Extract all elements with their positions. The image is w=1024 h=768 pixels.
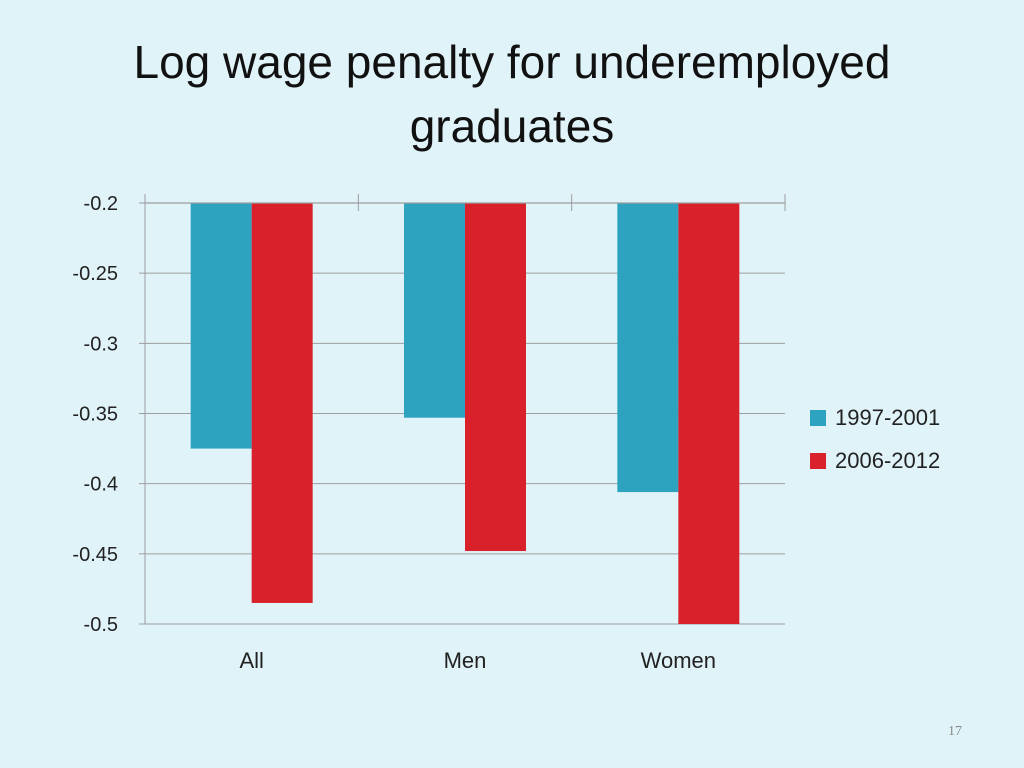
bar [404, 203, 465, 418]
x-tick-label: All [239, 648, 263, 673]
x-tick-label: Men [444, 648, 487, 673]
y-tick-label: -0.2 [84, 193, 118, 215]
legend-item-1997-2001: 1997-2001 [810, 396, 940, 439]
bar [465, 203, 526, 552]
slide-title-line-2: graduates [409, 100, 615, 152]
y-tick-label: -0.25 [72, 263, 118, 285]
y-tick-label: -0.5 [84, 614, 118, 636]
y-tick-label: -0.45 [72, 544, 118, 566]
slide-title: Log wage penalty for underemployed gradu… [0, 30, 1024, 158]
y-tick-label: -0.35 [72, 404, 118, 426]
legend-item-2006-2012: 2006-2012 [810, 439, 940, 482]
x-tick-label: Women [641, 648, 716, 673]
bar [617, 203, 679, 493]
legend-swatch-2006-2012 [810, 452, 826, 469]
bar [678, 203, 740, 624]
axes [144, 194, 786, 624]
legend-swatch-1997-2001 [810, 409, 826, 426]
bar [251, 203, 313, 603]
bars [190, 203, 740, 624]
page-number: 17 [948, 724, 962, 739]
slide-title-line-1: Log wage penalty for underemployed [133, 36, 891, 88]
legend-label-2006-2012: 2006-2012 [835, 447, 941, 473]
legend-label-1997-2001: 1997-2001 [835, 404, 941, 430]
bar [190, 203, 252, 449]
y-tick-label: -0.3 [84, 333, 118, 355]
tick-labels: -0.2 -0.25 -0.3 -0.35 -0.4 -0.45 -0.5 All Men Wom… [72, 193, 716, 673]
chart-legend: 1997-2001 2006-2012 [810, 396, 940, 482]
y-tick-label: -0.4 [84, 474, 118, 496]
